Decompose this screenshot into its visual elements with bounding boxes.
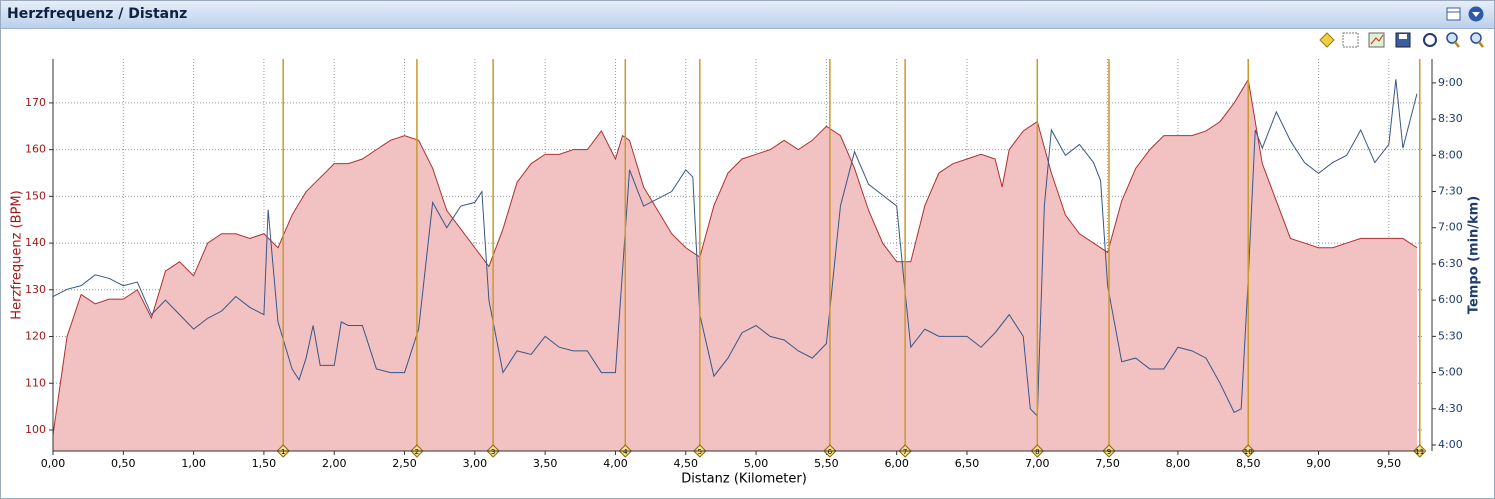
x-tick-label: 9,50 xyxy=(1377,457,1402,470)
lap-label: 8 xyxy=(1035,448,1039,456)
y-tick-label: 120 xyxy=(25,330,46,343)
y2-tick-label: 8:30 xyxy=(1438,112,1463,125)
x-tick-label: 4,50 xyxy=(674,457,699,470)
zoom-out-tool[interactable] xyxy=(1446,32,1458,44)
x-axis-label: Distanz (Kilometer) xyxy=(681,472,807,487)
lap-label: 9 xyxy=(1107,448,1111,456)
y2-axis-label: Tempo (min/km) xyxy=(1467,196,1482,314)
y-tick-label: 100 xyxy=(25,423,46,436)
lap-label: 10 xyxy=(1244,448,1253,456)
restore-button[interactable] xyxy=(1446,7,1461,21)
lap-label: 3 xyxy=(491,448,495,456)
lap-label: 4 xyxy=(623,448,628,456)
lap-label: 7 xyxy=(903,448,907,456)
x-tick-label: 1,50 xyxy=(252,457,277,470)
lap-label: 6 xyxy=(828,448,833,456)
y2-tick-label: 6:30 xyxy=(1438,257,1463,270)
lap-label: 11 xyxy=(1415,448,1424,456)
hr-area xyxy=(53,79,1417,452)
pace-line xyxy=(52,79,1418,418)
x-tick-label: 9,00 xyxy=(1306,457,1331,470)
y2-tick-label: 5:00 xyxy=(1438,366,1463,379)
zoom-in-tool[interactable] xyxy=(1470,32,1482,44)
lap-label: 2 xyxy=(415,448,419,456)
y2-tick-label: 9:00 xyxy=(1438,76,1463,89)
y-tick-label: 140 xyxy=(25,236,46,249)
window-title: Herzfrequenz / Distanz xyxy=(7,6,188,22)
toolbar xyxy=(1319,32,1484,48)
hr-line xyxy=(52,78,1418,435)
y-tick-label: 170 xyxy=(25,96,46,109)
x-tick-label: 7,00 xyxy=(1025,457,1050,470)
chart-tool[interactable] xyxy=(1368,32,1385,48)
x-tick-label: 2,00 xyxy=(322,457,347,470)
y-tick-label: 150 xyxy=(25,189,46,202)
y2-tick-label: 5:30 xyxy=(1438,329,1463,342)
y-tick-label: 130 xyxy=(25,283,46,296)
x-tick-label: 4,00 xyxy=(603,457,628,470)
title-bar: Herzfrequenz / Distanz xyxy=(1,1,1494,29)
x-tick-label: 6,50 xyxy=(955,457,980,470)
marker-tool[interactable] xyxy=(1319,32,1335,48)
x-tick-label: 3,50 xyxy=(533,457,558,470)
y-tick-label: 110 xyxy=(25,376,46,389)
x-tick-label: 3,00 xyxy=(463,457,488,470)
fit-tool[interactable] xyxy=(1423,33,1437,47)
x-tick-label: 7,50 xyxy=(1095,457,1120,470)
lap-label: 5 xyxy=(698,448,702,456)
grid-tool[interactable] xyxy=(1342,32,1359,48)
x-tick-label: 8,50 xyxy=(1236,457,1261,470)
x-tick-label: 5,50 xyxy=(814,457,839,470)
x-tick-label: 6,00 xyxy=(884,457,909,470)
y2-tick-label: 4:00 xyxy=(1438,438,1463,451)
x-tick-label: 1,00 xyxy=(181,457,206,470)
y2-tick-label: 6:00 xyxy=(1438,293,1463,306)
y-axis-label: Herzfrequenz (BPM) xyxy=(10,190,25,319)
y2-tick-label: 8:00 xyxy=(1438,148,1463,161)
y-tick-label: 160 xyxy=(25,143,46,156)
x-tick-label: 0,50 xyxy=(111,457,136,470)
y2-tick-label: 7:00 xyxy=(1438,221,1463,234)
lap-label: 1 xyxy=(281,448,285,456)
x-tick-label: 2,50 xyxy=(392,457,417,470)
y2-tick-label: 4:30 xyxy=(1438,402,1463,415)
y2-tick-label: 7:30 xyxy=(1438,185,1463,198)
x-tick-label: 0,00 xyxy=(41,457,66,470)
window-buttons[interactable] xyxy=(1445,5,1485,25)
x-tick-label: 5,00 xyxy=(744,457,769,470)
x-tick-label: 8,00 xyxy=(1166,457,1191,470)
